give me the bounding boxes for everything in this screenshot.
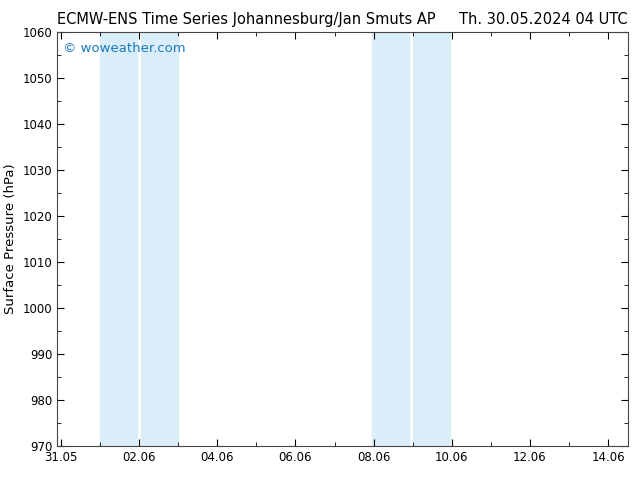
Text: Th. 30.05.2024 04 UTC: Th. 30.05.2024 04 UTC <box>459 12 628 27</box>
Bar <box>413 32 450 446</box>
Bar <box>100 32 137 446</box>
Bar <box>372 32 409 446</box>
Text: ECMW-ENS Time Series Johannesburg/Jan Smuts AP: ECMW-ENS Time Series Johannesburg/Jan Sm… <box>57 12 436 27</box>
Y-axis label: Surface Pressure (hPa): Surface Pressure (hPa) <box>4 164 17 314</box>
Bar <box>141 32 178 446</box>
Text: © woweather.com: © woweather.com <box>63 42 185 55</box>
